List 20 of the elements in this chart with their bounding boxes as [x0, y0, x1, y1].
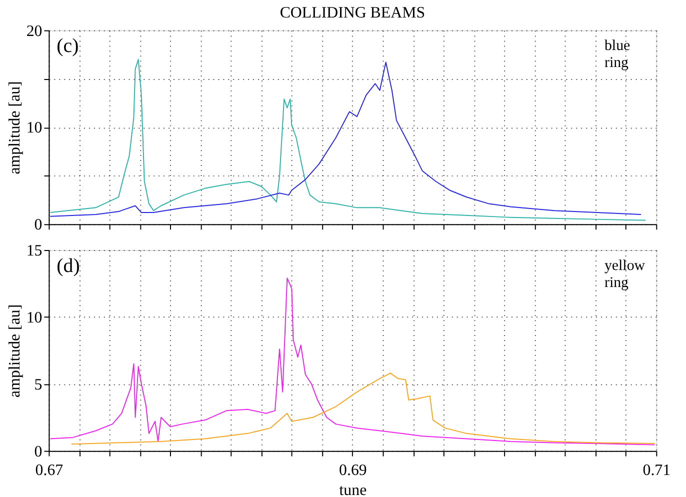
annotation: (d)	[56, 254, 80, 277]
y-axis-title: amplitude [au]	[6, 304, 24, 398]
line-series	[50, 278, 656, 446]
y-tick-label: 10	[26, 309, 42, 326]
x-tick-label: 0.67	[35, 462, 64, 480]
chart-title: COLLIDING BEAMS	[280, 4, 426, 22]
annotation: yellow ring	[604, 258, 646, 291]
y-tick-label: 20	[26, 22, 42, 40]
annotation: (c)	[56, 35, 79, 58]
x-tick-label: 0.69	[339, 462, 367, 480]
x-tick-label: 0.71	[642, 462, 671, 480]
y-axis-title: amplitude [au]	[6, 81, 24, 174]
y-tick-label: 5	[34, 376, 42, 394]
line-series	[70, 372, 656, 445]
y-tick-label: 0	[34, 216, 42, 234]
x-axis-title: tune	[339, 482, 367, 497]
annotation: blue ring	[604, 38, 631, 72]
y-tick-label: 15	[26, 242, 42, 260]
y-tick-label: 0	[34, 443, 42, 460]
y-tick-label: 10	[26, 120, 42, 137]
